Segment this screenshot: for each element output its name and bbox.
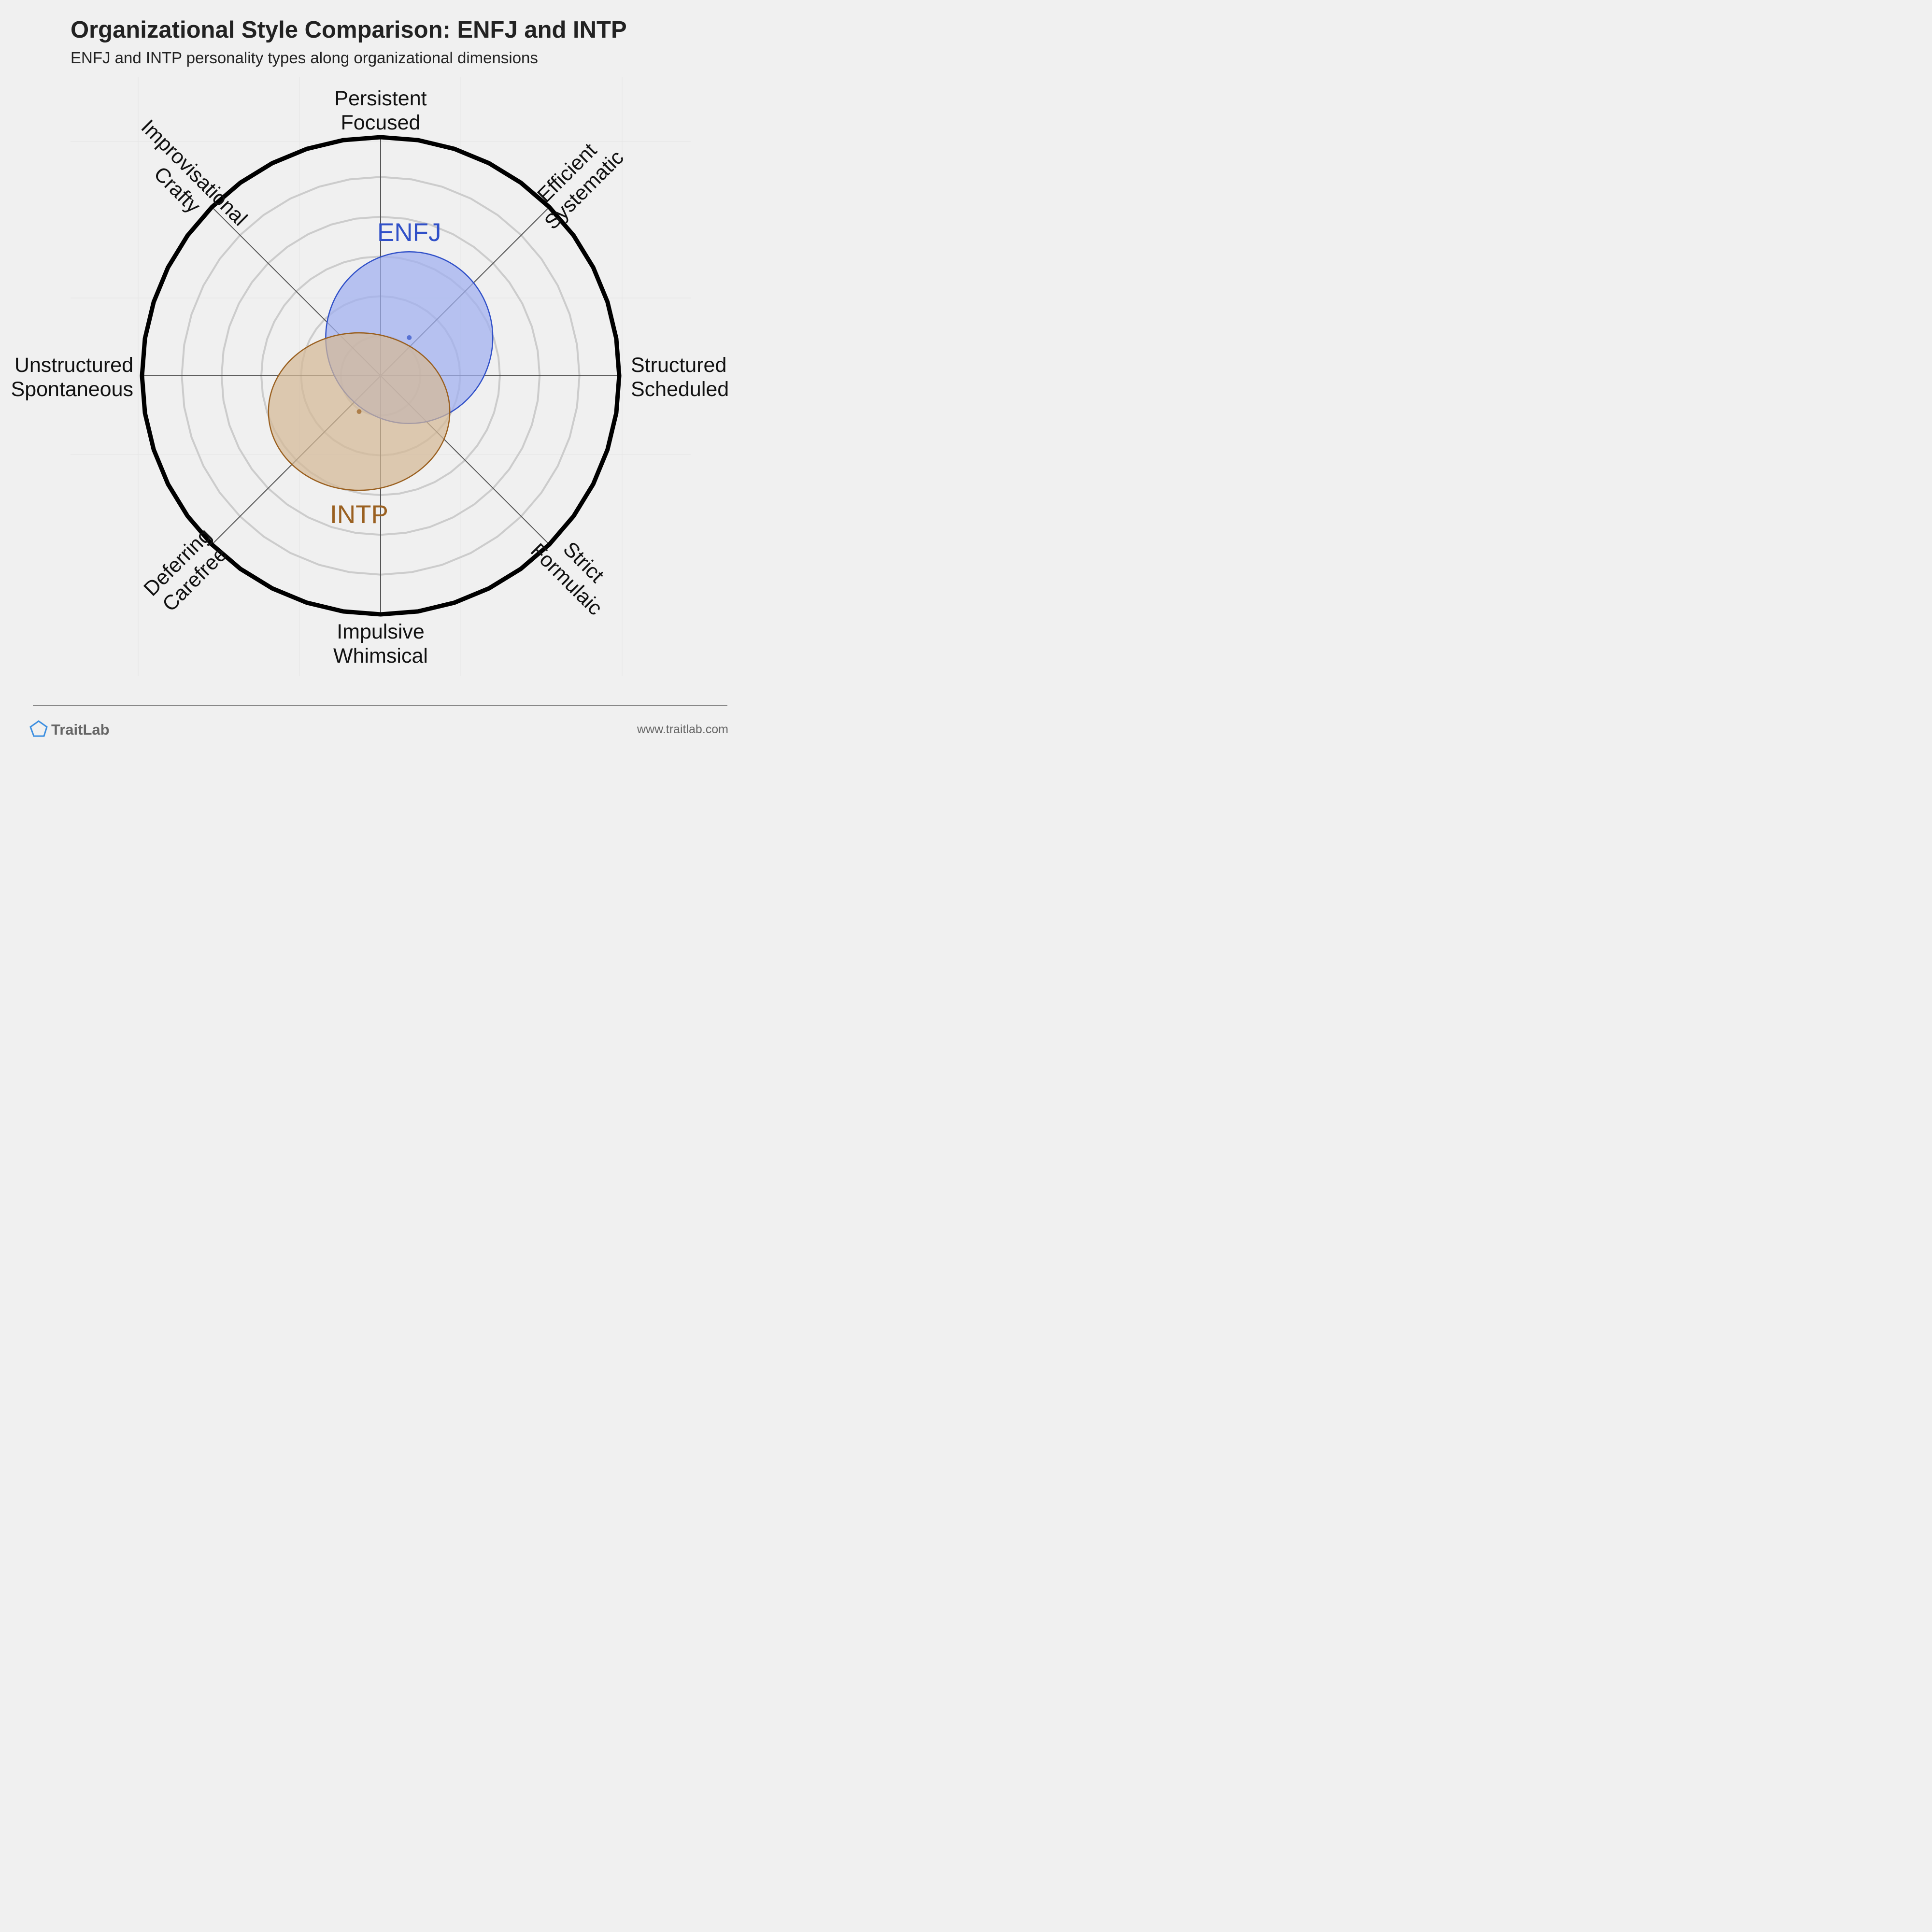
chart: Organizational Style Comparison: ENFJ an… bbox=[11, 17, 729, 738]
pentagon-logo-icon bbox=[29, 720, 48, 737]
page: Organizational Style Comparison: ENFJ an… bbox=[0, 0, 757, 757]
axis-label-line: Structured bbox=[631, 354, 726, 377]
outer-rim bbox=[140, 135, 622, 617]
axis-label-line: Improvisational bbox=[137, 115, 252, 230]
chart-subtitle: ENFJ and INTP personality types along or… bbox=[71, 49, 538, 67]
axis-label-line: Scheduled bbox=[631, 378, 729, 401]
type-label-enfj: ENFJ bbox=[377, 218, 441, 247]
axis-label: Structured Scheduled bbox=[631, 354, 729, 401]
axis-label-line: Spontaneous bbox=[11, 378, 133, 401]
axis-label-line: Unstructured bbox=[14, 354, 133, 377]
center-dot-enfj bbox=[407, 335, 412, 340]
type-regions bbox=[268, 251, 494, 491]
outer-rim-ring bbox=[140, 135, 622, 617]
axis-label-line: Focused bbox=[341, 111, 421, 134]
axis-label: ImprovisationalCrafty bbox=[119, 115, 252, 248]
axis-label-line: Persistent bbox=[334, 87, 426, 110]
axis-label: StrictFormulaic bbox=[526, 522, 624, 620]
axis-label-line: Whimsical bbox=[333, 644, 428, 668]
chart-title: Organizational Style Comparison: ENFJ an… bbox=[71, 17, 627, 43]
center-dot-intp bbox=[356, 409, 362, 414]
axis-label: Impulsive Whimsical bbox=[333, 620, 428, 668]
footer-url: www.traitlab.com bbox=[637, 723, 728, 736]
type-labels: ENFJ INTP bbox=[330, 218, 441, 529]
axis-label: Unstructured Spontaneous bbox=[11, 354, 133, 401]
axis-label: Persistent Focused bbox=[334, 87, 426, 134]
footer-brand: TraitLab bbox=[51, 721, 110, 738]
axis-label-line: Impulsive bbox=[337, 620, 425, 643]
type-label-intp: INTP bbox=[330, 500, 388, 529]
